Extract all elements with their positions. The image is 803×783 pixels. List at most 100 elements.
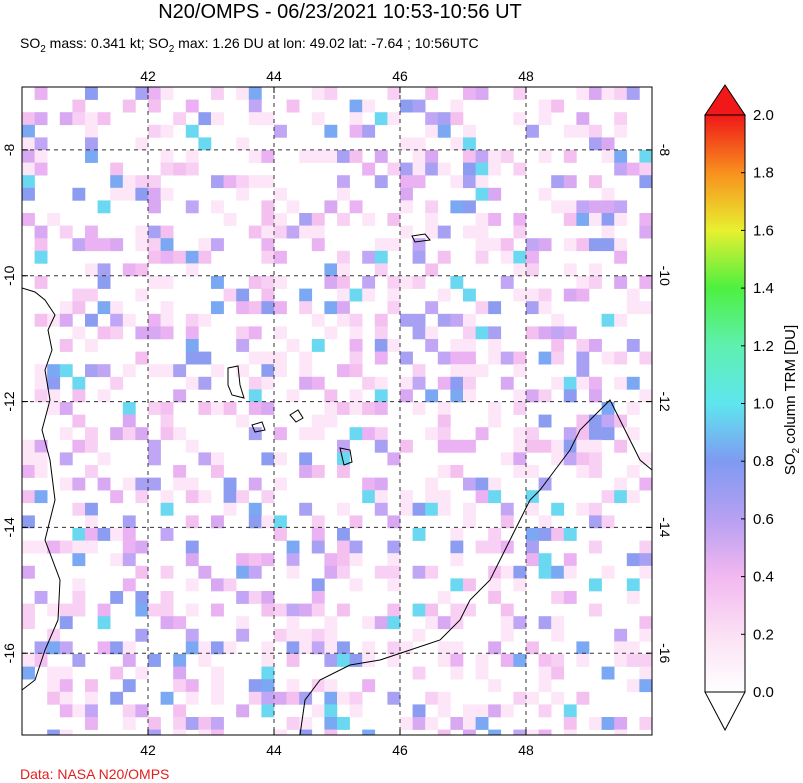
- so2-pixel: [614, 276, 628, 289]
- so2-pixel: [299, 452, 313, 466]
- so2-pixel: [614, 717, 628, 730]
- so2-pixel: [563, 175, 577, 189]
- so2-pixel: [337, 502, 350, 516]
- so2-pixel: [639, 477, 652, 491]
- so2-pixel: [538, 99, 552, 113]
- so2-pixel: [412, 99, 426, 113]
- so2-pixel: [437, 288, 451, 302]
- so2-pixel: [576, 502, 590, 516]
- so2-pixel: [261, 603, 275, 617]
- so2-pixel: [450, 339, 464, 352]
- so2-pixel: [412, 628, 426, 642]
- so2-pixel: [425, 490, 439, 504]
- so2-pixel: [374, 238, 388, 252]
- so2-pixel: [475, 225, 489, 239]
- so2-pixel: [299, 213, 313, 226]
- so2-pixel: [122, 99, 136, 113]
- so2-pixel: [261, 351, 275, 365]
- so2-pixel: [72, 502, 86, 516]
- so2-pixel: [261, 250, 275, 264]
- so2-pixel: [34, 452, 48, 466]
- so2-pixel: [488, 641, 502, 655]
- colorbar-tick-label: 1.6: [753, 222, 774, 239]
- so2-pixel: [236, 591, 250, 604]
- so2-pixel: [626, 591, 640, 604]
- so2-pixel: [563, 150, 577, 163]
- so2-pixel: [160, 187, 174, 201]
- so2-pixel: [122, 540, 136, 554]
- so2-pixel: [122, 528, 136, 541]
- so2-pixel: [248, 691, 262, 705]
- so2-pixel: [400, 175, 413, 189]
- so2-pixel: [198, 402, 212, 415]
- so2-pixel: [274, 276, 287, 289]
- so2-pixel: [513, 427, 527, 441]
- so2-pixel: [450, 112, 464, 126]
- so2-pixel: [160, 150, 174, 163]
- so2-pixel: [349, 200, 363, 214]
- so2-pixel: [148, 402, 161, 415]
- so2-pixel: [614, 150, 628, 163]
- so2-pixel: [72, 528, 86, 541]
- so2-pixel: [22, 439, 35, 453]
- so2-pixel: [362, 477, 376, 491]
- so2-pixel: [97, 238, 111, 252]
- so2-pixel: [59, 691, 73, 705]
- so2-pixel: [387, 603, 401, 617]
- so2-pixel: [324, 691, 338, 705]
- so2-pixel: [475, 477, 489, 491]
- so2-pixel: [362, 162, 376, 176]
- so2-pixel: [110, 238, 124, 252]
- so2-pixel: [337, 288, 350, 302]
- so2-pixel: [248, 553, 262, 567]
- so2-pixel: [72, 301, 86, 315]
- so2-pixel: [211, 200, 224, 214]
- so2-pixel: [450, 540, 464, 554]
- so2-pixel: [538, 704, 552, 718]
- so2-pixel: [639, 666, 652, 680]
- so2-pixel: [526, 490, 539, 504]
- so2-pixel: [160, 313, 174, 327]
- so2-pixel: [488, 591, 502, 604]
- so2-pixel: [122, 515, 136, 529]
- so2-pixel: [526, 238, 539, 252]
- so2-pixel: [236, 187, 250, 201]
- so2-pixel: [311, 213, 325, 226]
- so2-pixel: [337, 691, 350, 705]
- so2-pixel: [614, 238, 628, 252]
- so2-pixel: [576, 641, 590, 655]
- so2-pixel: [160, 565, 174, 579]
- so2-pixel: [286, 603, 300, 617]
- so2-pixel: [626, 162, 640, 176]
- so2-pixel: [412, 250, 426, 264]
- so2-pixel: [236, 628, 250, 642]
- so2-pixel: [538, 729, 552, 735]
- so2-pixel: [185, 313, 199, 327]
- so2-pixel: [551, 565, 565, 579]
- so2-pixel: [97, 452, 111, 466]
- so2-pixel: [475, 364, 489, 378]
- so2-pixel: [626, 301, 640, 315]
- so2-pixel: [122, 402, 136, 415]
- so2-pixel: [563, 389, 577, 403]
- so2-pixel: [576, 351, 590, 365]
- so2-pixel: [337, 263, 350, 277]
- so2-pixel: [211, 717, 224, 730]
- so2-pixel: [135, 326, 149, 340]
- so2-pixel: [72, 414, 86, 428]
- so2-pixel: [450, 376, 464, 390]
- coastline: [22, 287, 61, 691]
- so2-pixel: [34, 313, 48, 327]
- so2-pixel: [437, 124, 451, 138]
- so2-pixel: [475, 704, 489, 718]
- so2-pixel: [589, 439, 602, 453]
- so2-pixel: [437, 729, 451, 735]
- so2-pixel: [374, 150, 388, 163]
- so2-pixel: [475, 187, 489, 201]
- so2-pixel: [639, 628, 652, 642]
- so2-pixel: [324, 641, 338, 655]
- so2-pixel: [97, 200, 111, 214]
- so2-pixel: [22, 465, 35, 478]
- so2-pixel: [248, 175, 262, 189]
- so2-pixel: [223, 641, 237, 655]
